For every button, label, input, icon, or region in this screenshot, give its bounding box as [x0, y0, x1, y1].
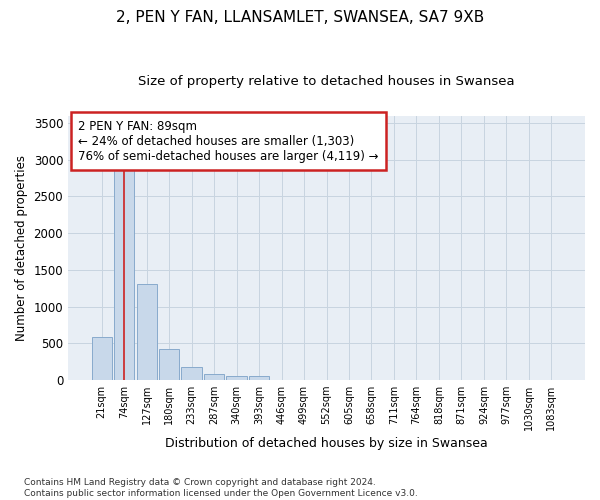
- Bar: [181, 368, 202, 380]
- Bar: [114, 167, 134, 380]
- Bar: [92, 338, 112, 380]
- Text: Contains HM Land Registry data © Crown copyright and database right 2024.
Contai: Contains HM Land Registry data © Crown c…: [24, 478, 418, 498]
- X-axis label: Distribution of detached houses by size in Swansea: Distribution of detached houses by size …: [165, 437, 488, 450]
- Bar: [226, 376, 247, 380]
- Title: Size of property relative to detached houses in Swansea: Size of property relative to detached ho…: [138, 75, 515, 88]
- Bar: [137, 284, 157, 380]
- Text: 2 PEN Y FAN: 89sqm
← 24% of detached houses are smaller (1,303)
76% of semi-deta: 2 PEN Y FAN: 89sqm ← 24% of detached hou…: [79, 120, 379, 162]
- Bar: [204, 374, 224, 380]
- Bar: [249, 376, 269, 380]
- Y-axis label: Number of detached properties: Number of detached properties: [15, 155, 28, 341]
- Text: 2, PEN Y FAN, LLANSAMLET, SWANSEA, SA7 9XB: 2, PEN Y FAN, LLANSAMLET, SWANSEA, SA7 9…: [116, 10, 484, 25]
- Bar: [159, 349, 179, 380]
